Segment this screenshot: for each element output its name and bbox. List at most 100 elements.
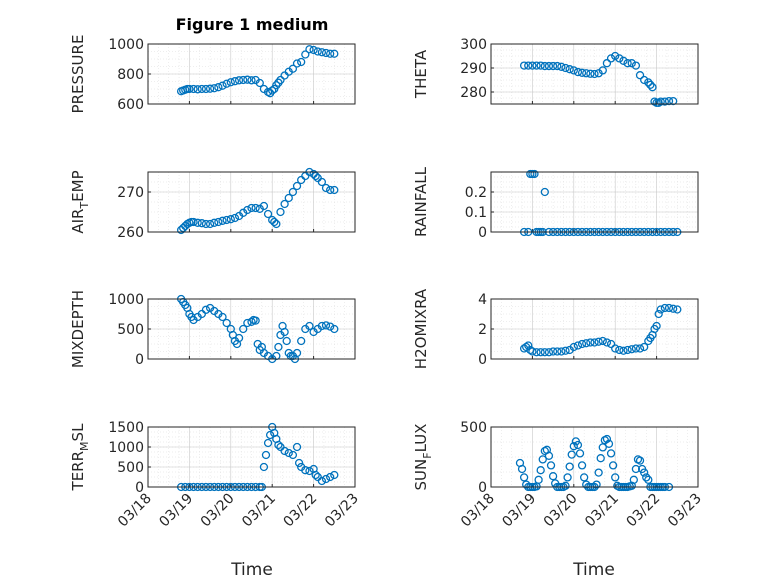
data-point: [222, 318, 231, 328]
data-point: [608, 461, 618, 470]
data-point: [615, 54, 624, 63]
data-point: [321, 48, 331, 58]
x-axis-label-right: Time: [572, 560, 615, 580]
data-point: [575, 449, 585, 458]
y-axis-label: RAINFALL: [412, 166, 430, 237]
data-point: [606, 449, 616, 458]
data-point: [519, 61, 529, 70]
y-tick-label: 500: [117, 460, 144, 476]
data-point: [596, 454, 605, 463]
y-axis-label-main: RAINFALL: [412, 166, 430, 237]
data-point: [656, 97, 665, 106]
data-point: [292, 59, 302, 68]
data-point: [528, 347, 537, 356]
data-point: [602, 338, 612, 347]
data-point: [261, 450, 271, 460]
data-point: [553, 347, 562, 356]
data-point: [573, 67, 583, 77]
data-point: [226, 215, 235, 224]
data-point: [631, 344, 641, 353]
axes-border: [490, 426, 699, 488]
data-point: [311, 470, 320, 480]
data-point: [536, 61, 545, 70]
y-axis-label-main: PRESSURE: [69, 35, 87, 114]
data-point: [631, 464, 641, 474]
data-point: [317, 48, 327, 57]
data-point: [656, 305, 665, 314]
data-point: [297, 57, 306, 67]
data-point: [214, 83, 223, 92]
data-point: [598, 336, 607, 346]
data-point: [243, 75, 252, 84]
data-point: [534, 475, 543, 484]
y-axis-label: H2OMIXRA: [412, 288, 430, 369]
data-point: [288, 187, 298, 197]
data-point: [540, 187, 549, 197]
axes-border: [147, 298, 356, 360]
data-point: [222, 79, 231, 88]
data-point: [548, 347, 558, 356]
x-axis-label-left: Time: [230, 560, 273, 580]
subplot-sun_flux: 0 500 SUNFLUX 03/18 03/19 03/20 03/21 03/22 03/2…: [412, 420, 705, 530]
data-point: [274, 342, 283, 352]
data-point: [297, 336, 306, 346]
data-point: [294, 458, 304, 468]
y-axis-label-tail: LUX: [412, 424, 430, 453]
data-point: [640, 342, 649, 352]
data-point: [567, 450, 576, 459]
data-point: [243, 205, 252, 215]
data-point: [615, 345, 624, 355]
data-point: [326, 185, 335, 195]
data-point: [268, 86, 277, 95]
data-point: [330, 470, 339, 480]
data-point: [193, 218, 202, 227]
data-point: [557, 347, 566, 356]
data-point: [669, 304, 678, 313]
data-point: [577, 339, 587, 349]
data-point: [201, 219, 211, 229]
x-tick-label: 03/20: [198, 491, 238, 531]
data-point: [210, 218, 219, 227]
figure-title: Figure 1 medium: [176, 15, 329, 34]
data-point: [530, 169, 539, 179]
data-point: [563, 473, 572, 482]
data-point: [205, 84, 215, 93]
data-point: [557, 62, 566, 71]
data-point: [205, 219, 215, 229]
data-point: [272, 219, 281, 229]
x-tick-label: 03/18: [115, 491, 155, 531]
data-point: [532, 61, 541, 70]
y-axis-label-tail: SL: [69, 423, 87, 442]
data-point: [611, 51, 620, 61]
data-point: [673, 305, 682, 314]
data-point: [644, 78, 653, 87]
subplot-air_temp: 260 270 AIRTEMP: [69, 167, 356, 241]
y-axis-label-subscript: T: [78, 202, 91, 210]
x-tick-label: 03/22: [281, 491, 321, 531]
data-point: [197, 219, 206, 228]
data-point: [602, 434, 612, 444]
data-point: [292, 181, 302, 191]
data-point: [640, 75, 649, 85]
data-point: [185, 84, 194, 94]
data-point: [598, 66, 607, 75]
data-point: [292, 348, 302, 358]
data-point: [648, 83, 657, 92]
data-point: [594, 337, 603, 346]
data-point: [569, 442, 578, 451]
x-tick-label: 03/20: [541, 491, 581, 531]
x-tick-label: 03/19: [156, 491, 196, 531]
y-tick-label: 270: [117, 185, 144, 201]
data-point: [214, 217, 223, 227]
subplot-theta: 280 290 300 THETA: [412, 37, 699, 107]
data-point: [197, 84, 206, 94]
data-point: [317, 476, 327, 486]
axes-border: [490, 298, 699, 360]
data-point: [602, 59, 612, 68]
y-axis-label: MIXDEPTH: [69, 290, 87, 368]
data-point: [569, 66, 578, 75]
data-point: [197, 309, 206, 319]
y-tick-label: 1000: [108, 292, 144, 308]
data-point: [524, 341, 533, 350]
data-point: [301, 50, 310, 59]
